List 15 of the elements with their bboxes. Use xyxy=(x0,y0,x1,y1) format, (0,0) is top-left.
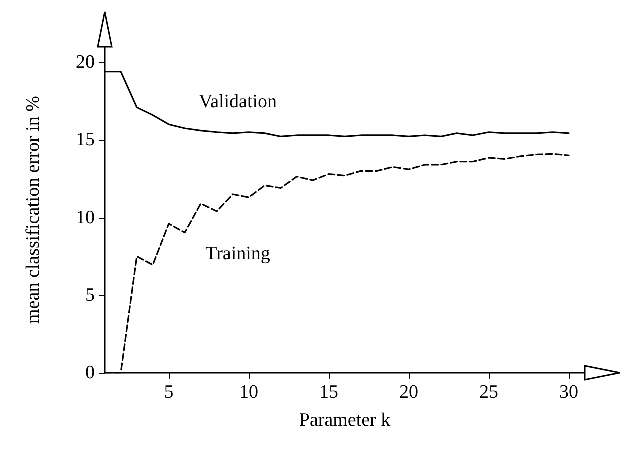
y-tick-label: 20 xyxy=(76,52,95,74)
x-tick-label: 15 xyxy=(320,382,338,403)
y-tick-label: 0 xyxy=(86,362,95,384)
x-axis-title: Parameter k xyxy=(299,410,392,431)
y-tick-label: 10 xyxy=(76,207,95,228)
x-tick-label: 5 xyxy=(164,382,174,403)
x-tick-label: 10 xyxy=(240,382,258,403)
x-tick-label: 25 xyxy=(480,382,498,403)
x-tick-label: 30 xyxy=(560,382,578,403)
x-tick-label: 20 xyxy=(400,382,418,403)
y-tick-label: 5 xyxy=(86,284,95,306)
y-tick-label: 15 xyxy=(76,130,95,151)
series-label: Training xyxy=(206,243,271,264)
series-label: Validation xyxy=(198,91,278,112)
y-axis-title: mean classification error in % xyxy=(23,96,44,324)
